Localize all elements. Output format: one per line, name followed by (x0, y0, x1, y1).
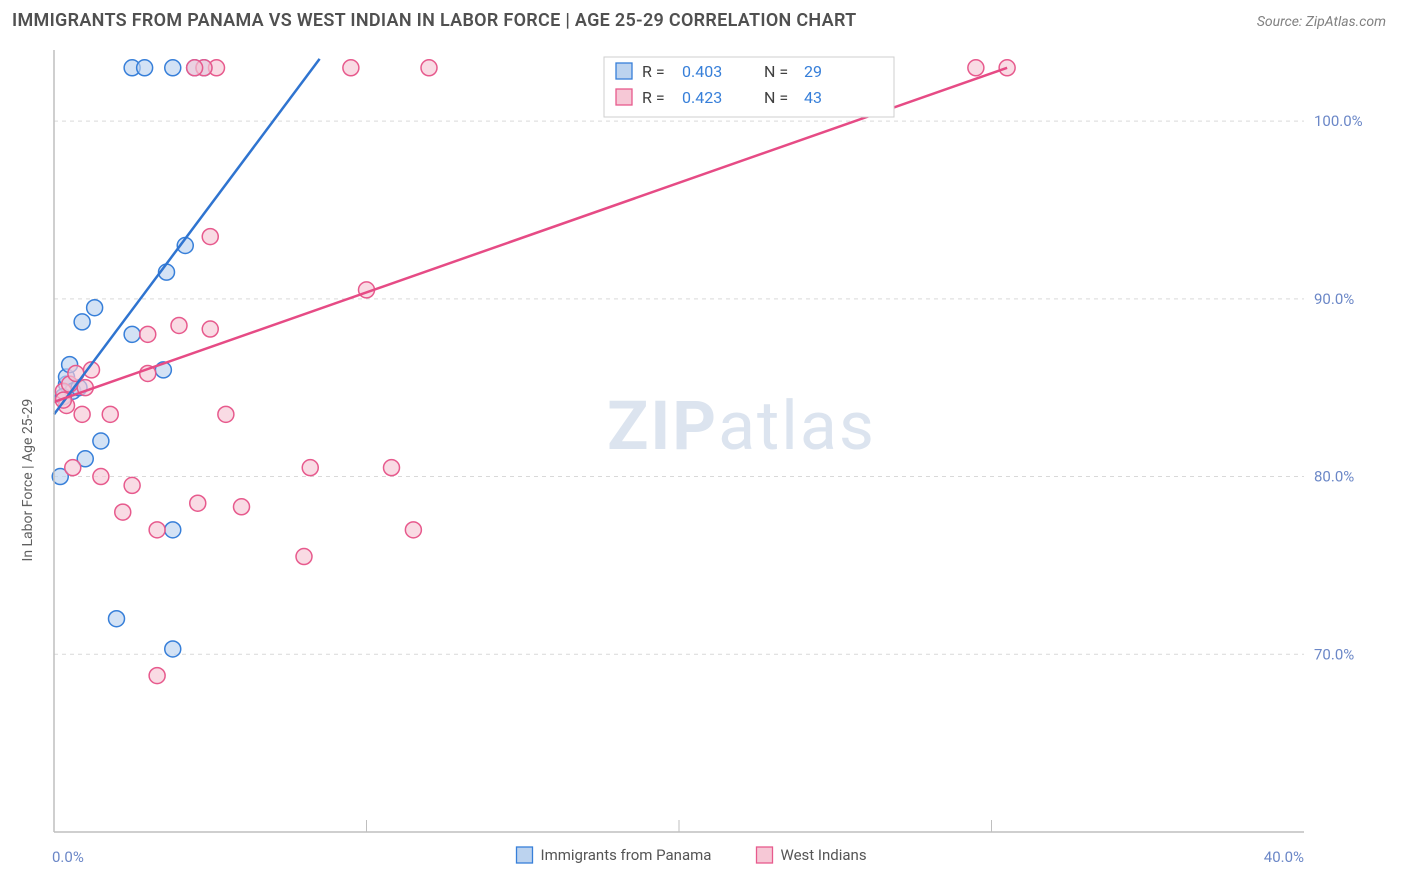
stats-r-value: 0.403 (682, 62, 722, 81)
scatter-point-panama (93, 433, 109, 449)
stats-n-label: N = (764, 62, 788, 81)
x-tick-label: 40.0% (1264, 848, 1304, 866)
y-tick-label: 90.0% (1314, 290, 1354, 308)
y-tick-label: 70.0% (1314, 645, 1354, 663)
stats-r-value: 0.423 (682, 88, 722, 107)
scatter-point-westindian (74, 406, 90, 422)
scatter-point-panama (165, 641, 181, 657)
stats-r-label: R = (642, 88, 665, 107)
scatter-point-westindian (149, 668, 165, 684)
trend-line-westindian (54, 68, 1007, 402)
scatter-point-westindian (171, 317, 187, 333)
scatter-point-westindian (343, 60, 359, 76)
bottom-legend-label: West Indians (781, 846, 867, 864)
x-tick-label: 0.0% (52, 848, 84, 866)
scatter-point-westindian (102, 406, 118, 422)
scatter-point-westindian (384, 460, 400, 476)
watermark-text: ZIPatlas (607, 386, 876, 466)
scatter-point-westindian (202, 229, 218, 245)
scatter-point-westindian (234, 499, 250, 515)
scatter-point-westindian (190, 495, 206, 511)
stats-swatch (616, 89, 632, 105)
scatter-point-westindian (405, 522, 421, 538)
stats-n-value: 29 (804, 62, 822, 81)
scatter-point-westindian (218, 406, 234, 422)
scatter-point-westindian (421, 60, 437, 76)
scatter-point-panama (124, 326, 140, 342)
scatter-point-panama (74, 314, 90, 330)
scatter-point-westindian (296, 549, 312, 565)
chart-title: IMMIGRANTS FROM PANAMA VS WEST INDIAN IN… (12, 10, 857, 31)
bottom-legend-swatch (757, 847, 773, 863)
bottom-legend-label: Immigrants from Panama (541, 846, 712, 864)
scatter-point-westindian (187, 60, 203, 76)
scatter-point-westindian (140, 326, 156, 342)
stats-n-value: 43 (804, 88, 822, 107)
bottom-legend-swatch (517, 847, 533, 863)
scatter-point-westindian (149, 522, 165, 538)
y-axis-label: In Labor Force | Age 25-29 (20, 399, 36, 562)
correlation-scatter-chart: ZIPatlas 70.0% 80.0% 90.0% 100.0% 0.0% 40.0% In… (12, 42, 1394, 880)
stats-n-label: N = (764, 88, 788, 107)
trend-line-panama (54, 59, 320, 414)
scatter-point-panama (165, 60, 181, 76)
scatter-point-westindian (124, 477, 140, 493)
scatter-point-westindian (93, 469, 109, 485)
scatter-point-westindian (115, 504, 131, 520)
scatter-point-westindian (302, 460, 318, 476)
scatter-point-panama (165, 522, 181, 538)
stats-r-label: R = (642, 62, 665, 81)
y-tick-label: 100.0% (1314, 112, 1363, 130)
scatter-point-panama (109, 611, 125, 627)
scatter-point-panama (87, 300, 103, 316)
y-tick-label: 80.0% (1314, 468, 1354, 486)
stats-swatch (616, 63, 632, 79)
chart-source: Source: ZipAtlas.com (1257, 14, 1386, 30)
scatter-point-westindian (65, 460, 81, 476)
scatter-point-westindian (202, 321, 218, 337)
chart-container: ZIPatlas 70.0% 80.0% 90.0% 100.0% 0.0% 40.0% In… (12, 42, 1394, 880)
scatter-point-panama (137, 60, 153, 76)
scatter-point-westindian (968, 60, 984, 76)
